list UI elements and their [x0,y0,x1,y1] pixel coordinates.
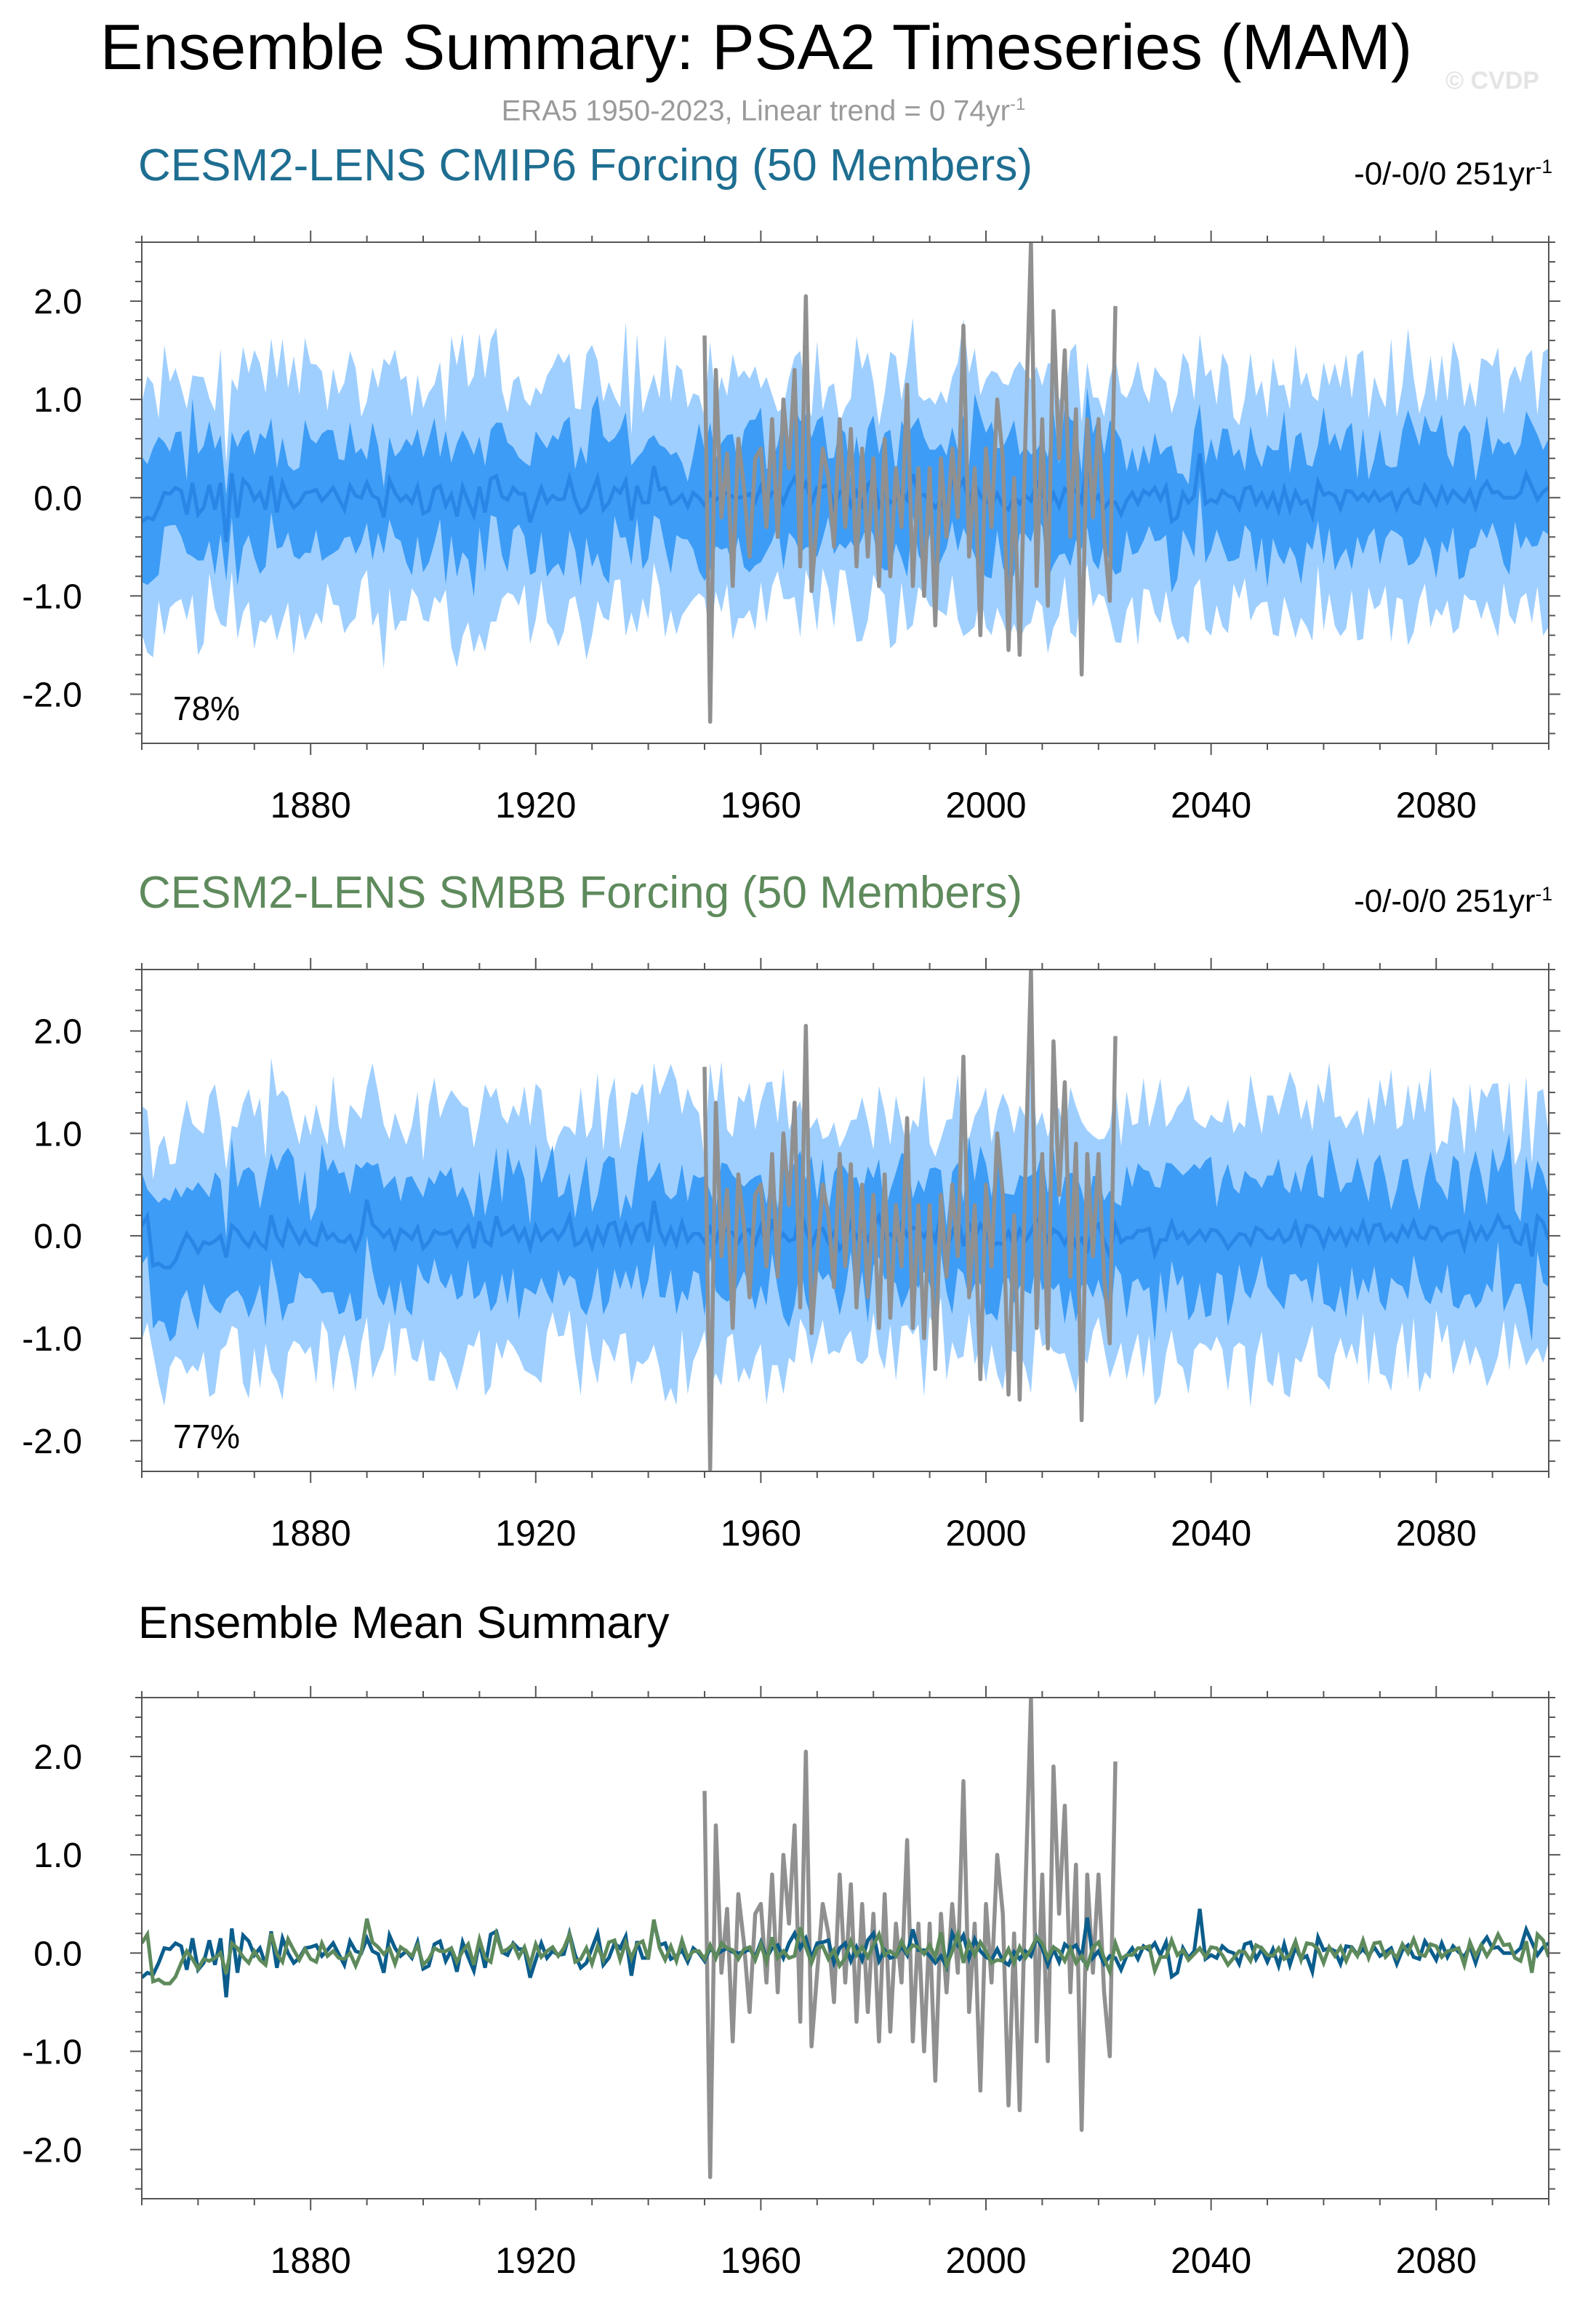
y-tick-label: -1.0 [22,577,82,616]
panel2-trend-label: -0/-0/0 251yr-1 [1354,883,1552,920]
plot-frame [141,969,1549,1472]
percent-label: 78% [173,690,240,727]
x-tick-label: 2040 [1171,785,1251,826]
y-tick-label: -2.0 [22,676,82,714]
y-tick-label: 2.0 [33,1738,82,1777]
x-tick-label: 1880 [270,1513,351,1554]
panel2-trend-text: -0/-0/0 251yr [1354,883,1536,919]
x-tick-label: 2040 [1171,2240,1251,2281]
observations-line [702,242,1118,724]
x-tick-label: 2040 [1171,1513,1251,1554]
subtitle-text: ERA5 1950-2023, Linear trend = 0 74yr [501,95,1010,127]
panel3-title: Ensemble Mean Summary [138,1598,670,1648]
y-tick-label: 0.0 [33,1935,82,1973]
y-tick-label: -2.0 [22,2131,82,2170]
panel1-title: CESM2-LENS CMIP6 Forcing (50 Members) [138,140,1032,191]
copyright-watermark: © CVDP [1445,67,1539,95]
y-tick-label: 1.0 [33,1837,82,1875]
ensemble-mean-line [142,453,1549,543]
x-tick-label: 1880 [270,785,351,826]
x-tick-label: 2000 [945,2240,1026,2281]
x-tick-label: 2080 [1396,2240,1477,2281]
y-tick-label: 1.0 [33,381,82,420]
y-tick-label: 0.0 [33,479,82,518]
x-tick-label: 1920 [495,785,576,826]
x-tick-label: 2000 [945,785,1026,826]
y-tick-label: -1.0 [22,2033,82,2071]
x-tick-label: 1960 [721,1513,801,1554]
smbb-ensemble-mean-line [142,1918,1549,1986]
observations-subtitle: ERA5 1950-2023, Linear trend = 0 74yr-1 [0,95,1527,127]
y-tick-label: -2.0 [22,1423,82,1461]
panel1-trend-label: -0/-0/0 251yr-1 [1354,156,1552,193]
subtitle-sup: -1 [1010,95,1026,114]
y-tick-label: 0.0 [33,1218,82,1256]
x-tick-label: 2080 [1396,1513,1477,1554]
panel-ensemble-mean-summary: 1880 1920 1960 2000 2040 2080 2.0 1.0 0.0 -1.0 -2.… [22,1686,1560,2281]
y-tick-label: -1.0 [22,1320,82,1359]
x-tick-label: 1880 [270,2240,351,2281]
plot-area [142,1698,1549,2180]
x-tick-label: 1960 [721,785,801,826]
cmip6-ensemble-mean-line [142,1909,1549,1998]
plot-area [142,242,1549,724]
y-tick-label: 1.0 [33,1115,82,1154]
x-tick-label: 1960 [721,2240,801,2281]
y-tick-label: 2.0 [33,1012,82,1051]
x-tick-label: 1920 [495,2240,576,2281]
panel1-trend-text: -0/-0/0 251yr [1354,156,1536,192]
x-tick-label: 2000 [945,1513,1026,1554]
main-title: Ensemble Summary: PSA2 Timeseries (MAM) [100,11,1413,83]
y-tick-label: 2.0 [33,283,82,321]
panel-smbb: 1880 1920 1960 2000 2040 2080 2.0 1.0 0.0 -1.0 -2.… [22,958,1560,1554]
observations-line [702,970,1118,1471]
panel2-title: CESM2-LENS SMBB Forcing (50 Members) [138,868,1023,918]
percent-label: 77% [173,1418,240,1455]
x-tick-label: 1920 [495,1513,576,1554]
panel2-trend-sup: -1 [1535,883,1552,905]
plot-area [142,970,1549,1471]
plot-frame [141,241,1549,744]
x-tick-label: 2080 [1396,785,1477,826]
plot-frame [141,1697,1549,2199]
panel1-trend-sup: -1 [1535,156,1552,177]
panel-cmip6: 1880 1920 1960 2000 2040 2080 2.0 1.0 0.0 -1.0 -2.… [22,231,1560,826]
